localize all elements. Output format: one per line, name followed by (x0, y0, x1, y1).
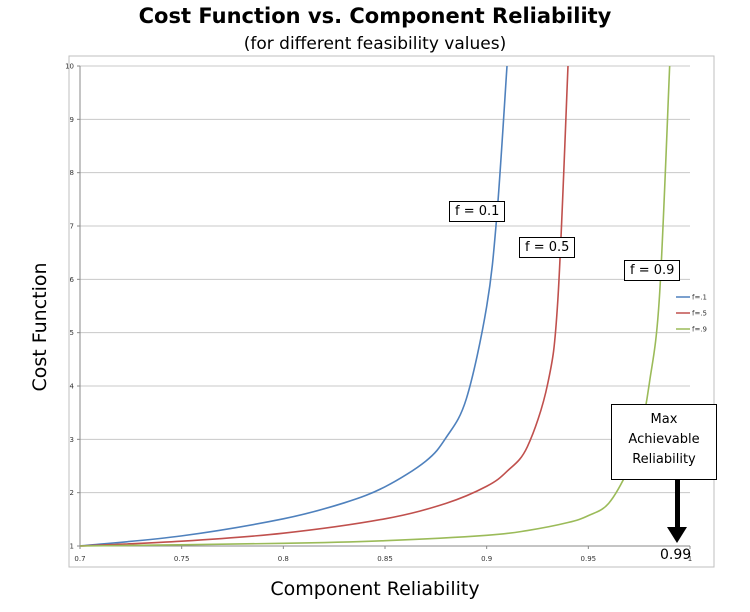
y-tick-label: 5 (70, 329, 74, 337)
chart-subtitle: (for different feasibility values) (243, 34, 507, 54)
tick-labels: 1 2 3 4 5 6 7 8 9 10 0.7 0.75 0.8 0.85 0.9 0.95 1 (65, 63, 692, 564)
y-tick-label: 10 (65, 63, 74, 71)
legend-label-0: f=.1 (692, 294, 707, 302)
legend: f=.1 f=.5 f=.9 (676, 294, 707, 334)
series-line-0 (79, 65, 508, 547)
x-tick-label: 0.9 (481, 555, 492, 563)
y-tick-label: 2 (70, 489, 74, 497)
x-tick-label: 1 (688, 555, 692, 563)
y-tick-label: 4 (70, 383, 75, 391)
y-tick-label: 8 (70, 169, 74, 177)
y-tick-label: 3 (70, 436, 74, 444)
y-tick-label: 1 (70, 543, 74, 551)
y-axis-label: Cost Function (29, 262, 51, 392)
x-tick-label: 0.7 (74, 555, 85, 563)
max-label-line-2: Achievable (628, 432, 700, 447)
annotation-f-0-5: f = 0.5 (519, 237, 576, 258)
down-arrow-icon (667, 527, 687, 543)
annotation-f-0-1: f = 0.1 (449, 201, 506, 222)
x-tick-label: 0.8 (278, 555, 289, 563)
down-arrow-shaft (675, 480, 680, 530)
axes (77, 65, 691, 549)
max-reliability-callout: Max Achievable Reliability (611, 404, 717, 480)
y-tick-label: 9 (70, 116, 74, 124)
series-line-1 (79, 65, 569, 547)
legend-label-2: f=.9 (692, 326, 707, 334)
x-tick-label: 0.75 (174, 555, 190, 563)
gridlines (80, 65, 690, 494)
series-lines (79, 65, 671, 547)
chart-title: Cost Function vs. Component Reliability (138, 4, 612, 28)
max-label-line-1: Max (650, 412, 678, 427)
max-reliability-value: 0.99 (660, 547, 692, 563)
annotation-f-0-9: f = 0.9 (624, 260, 681, 281)
y-tick-label: 7 (70, 223, 74, 231)
series-line-2 (79, 65, 671, 547)
y-tick-label: 6 (70, 276, 75, 284)
max-label-line-3: Reliability (632, 452, 696, 467)
x-axis-label: Component Reliability (270, 578, 480, 600)
legend-label-1: f=.5 (692, 310, 707, 318)
x-tick-label: 0.95 (581, 555, 597, 563)
plot-border (68, 55, 715, 568)
x-tick-label: 0.85 (377, 555, 393, 563)
